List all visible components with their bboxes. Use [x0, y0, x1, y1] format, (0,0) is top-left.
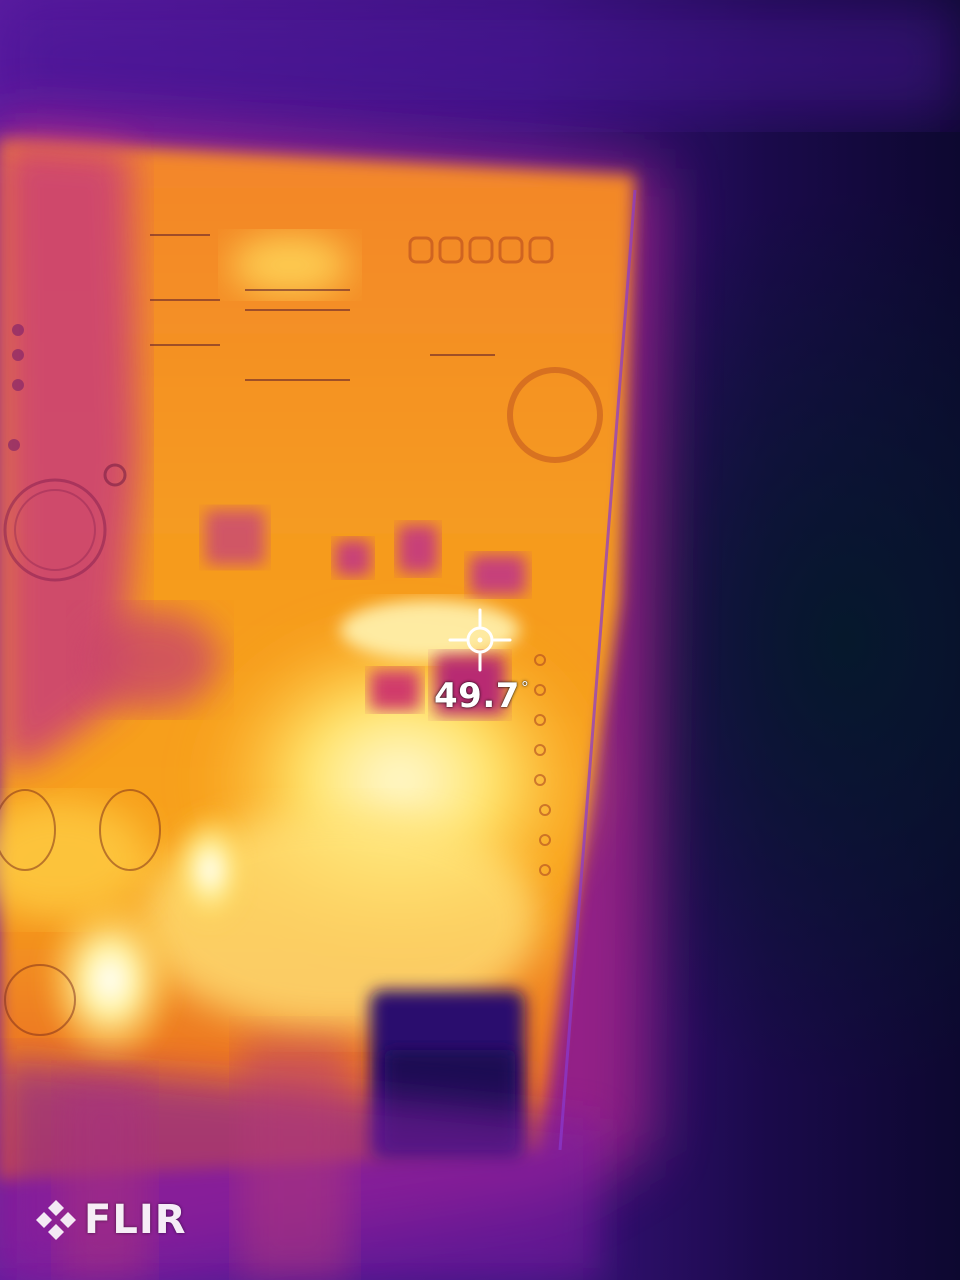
crosshair-icon [448, 608, 512, 672]
temperature-value: 49.7 [434, 676, 520, 716]
brand-logo-text: FLIR [84, 1197, 187, 1243]
temperature-unit: ° [520, 678, 530, 697]
brand-logo: FLIR [34, 1194, 187, 1246]
flir-logo-icon [36, 1200, 76, 1240]
temperature-readout: 49.7° [434, 676, 529, 716]
